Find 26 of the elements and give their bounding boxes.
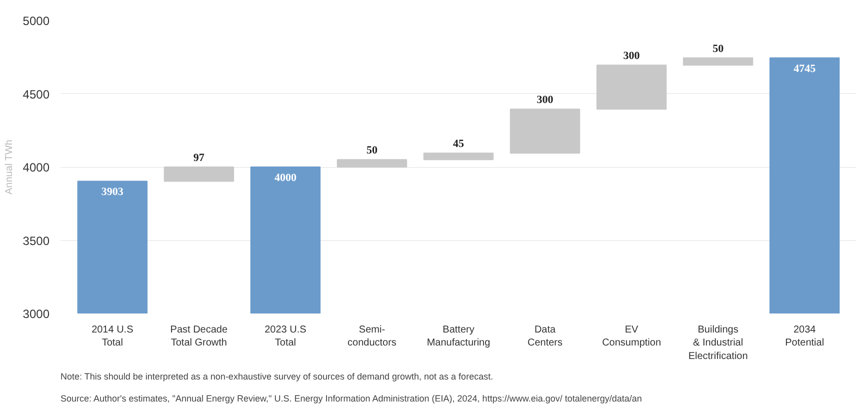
- x-tick-label: Battery Manufacturing: [426, 324, 490, 349]
- x-tick-label: Past Decade Total Growth: [170, 324, 228, 349]
- data-label: 3903: [101, 186, 124, 198]
- x-tick-label: Semi- conductors: [348, 324, 396, 349]
- x-tick-label: Data Centers: [528, 324, 563, 349]
- data-label: 50: [712, 42, 724, 55]
- data-label: 45: [453, 138, 464, 150]
- data-label: 97: [193, 152, 205, 164]
- x-tick-label: 2034 Potential: [785, 324, 824, 349]
- y-tick-label: 4500: [22, 87, 50, 102]
- y-tick-label: 4000: [22, 160, 50, 174]
- text: Note: This should be interpreted as a non-exhaustive survey of sources of demand growth, not as a forecast.: [60, 372, 494, 382]
- data-label: 300: [623, 50, 640, 62]
- source-note: Source: Author's estimates, "Annual Energy Review," U.S. Energy Information Administration (EIA), 2024, https://www.eia.gov/ totalenergy/data/an: [60, 394, 642, 404]
- y-tick-label: 5000: [22, 14, 50, 28]
- data-label: 4745: [794, 62, 816, 75]
- x-tick-label: EV Consumption: [602, 324, 662, 349]
- data-label: 300: [536, 94, 554, 106]
- y-tick-label: 3500: [22, 234, 50, 248]
- data-label: 4000: [274, 172, 297, 184]
- x-tick-label: 2023 U.S Total: [264, 324, 307, 349]
- data-label: 50: [366, 144, 378, 157]
- x-tick-label: Buildings & Industrial Electrification: [688, 324, 748, 362]
- y-tick-label: 3000: [22, 307, 50, 321]
- y-axis-title: Annual TWh: [4, 140, 15, 195]
- x-tick-label: 2014 U.S Total: [92, 324, 134, 349]
